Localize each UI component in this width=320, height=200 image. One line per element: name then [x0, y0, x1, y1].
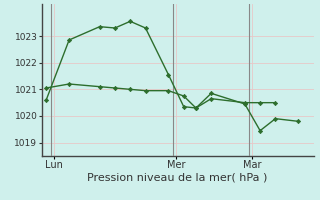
X-axis label: Pression niveau de la mer( hPa ): Pression niveau de la mer( hPa )	[87, 173, 268, 183]
